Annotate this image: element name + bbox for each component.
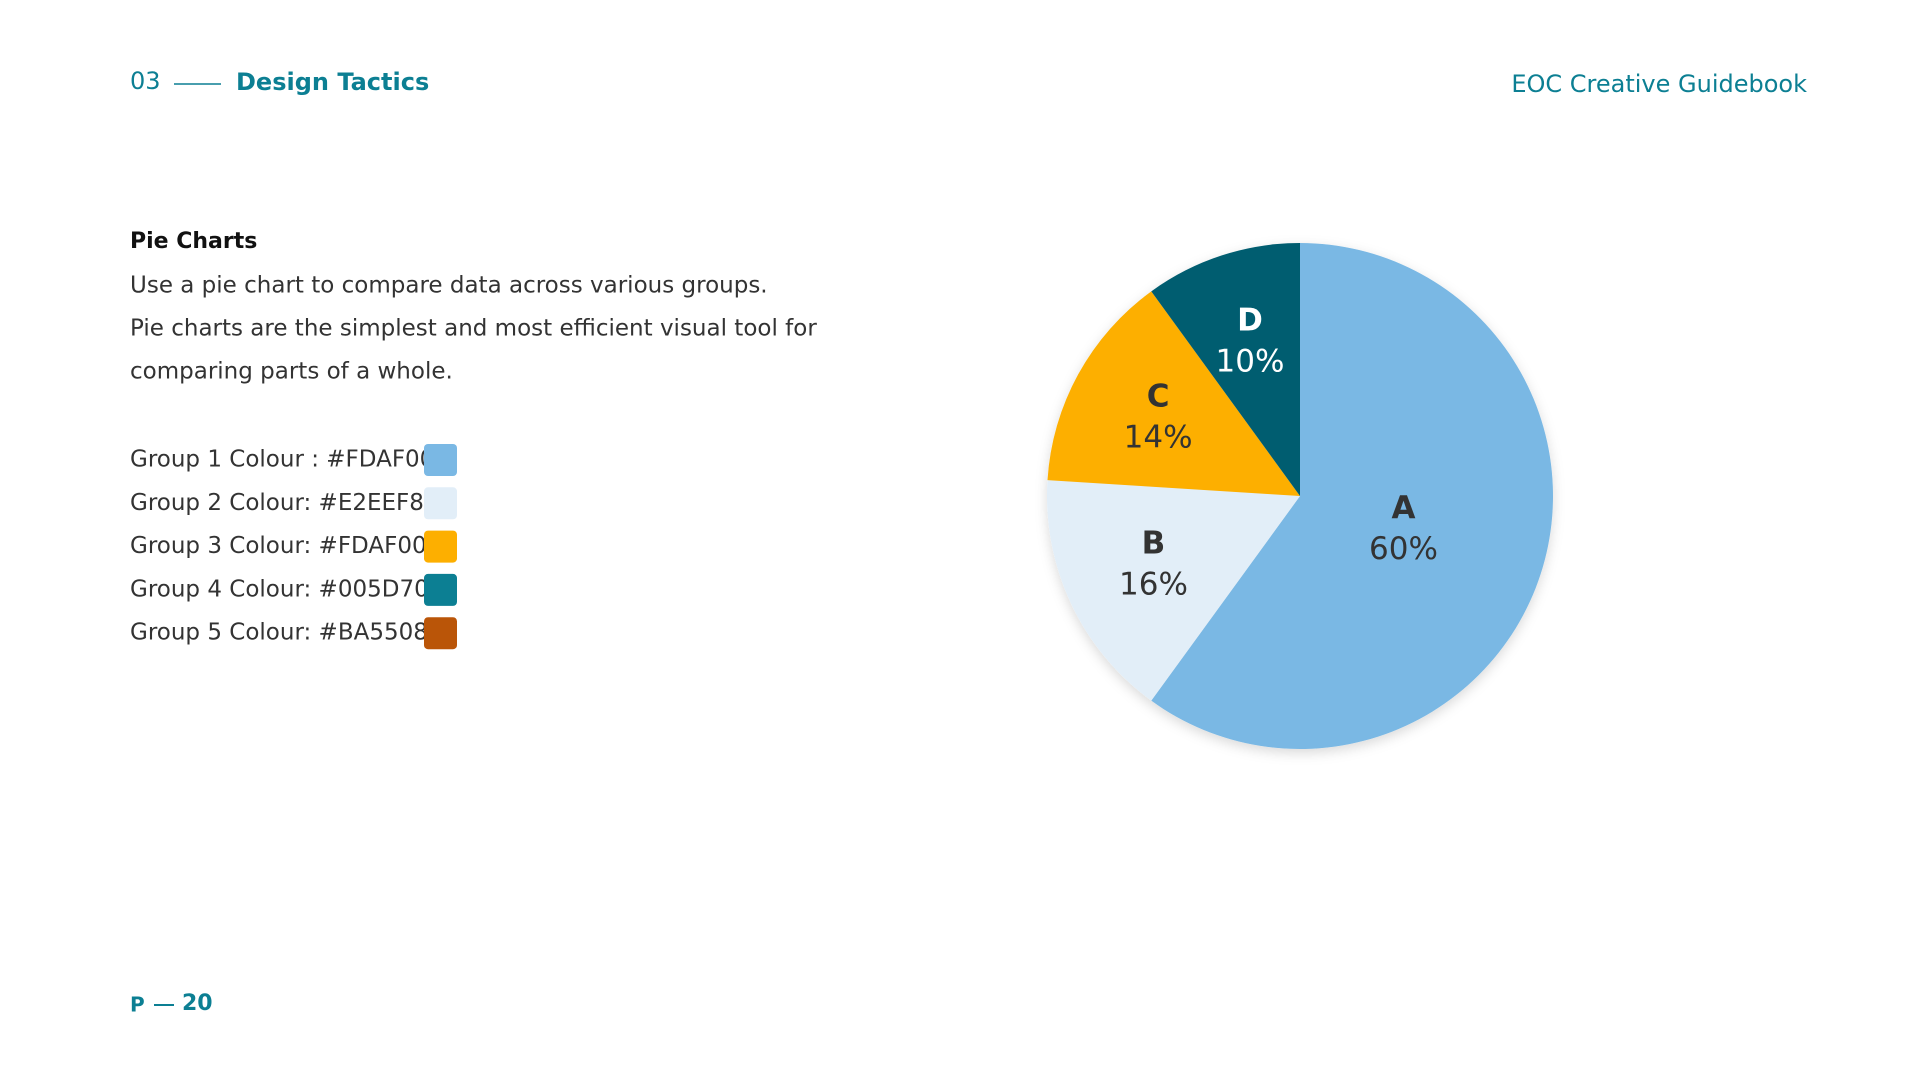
swatch: [424, 573, 457, 606]
slice-category: D: [1237, 303, 1263, 339]
paragraph-line: Pie charts are the simplest and most eff…: [130, 316, 817, 342]
section-title: Design Tactics: [236, 68, 429, 96]
pie-labels: A 60% B 16% C 14% D 10%: [1119, 303, 1438, 603]
swatch: [424, 487, 457, 520]
slice-value: 10%: [1216, 344, 1285, 380]
swatch: [424, 617, 457, 650]
swatch-label: Group 4 Colour: #005D70: [130, 576, 429, 602]
swatch: [424, 530, 457, 563]
slice-value: 16%: [1119, 566, 1188, 602]
paragraph-line: Use a pie chart to compare data across v…: [130, 273, 768, 299]
swatch: [424, 444, 457, 476]
pie-slice: [1151, 243, 1300, 496]
slice-category: C: [1147, 378, 1170, 414]
swatch-label: Group 1 Colour : #FDAF00: [130, 447, 434, 473]
heading: Pie Charts: [130, 229, 257, 254]
swatch-label: Group 5 Colour: #BA5508: [130, 620, 428, 646]
pie-slice: [1047, 480, 1300, 701]
swatch-list: Group 1 Colour : #FDAF00 Group 2 Colour: …: [130, 444, 457, 650]
pie-slice: [1151, 243, 1553, 749]
swatch-label: Group 3 Colour: #FDAF00: [130, 533, 427, 559]
slice-value: 14%: [1124, 419, 1193, 455]
pie-chart: [1047, 243, 1553, 749]
pie-slice: [1047, 291, 1300, 496]
paragraph: Use a pie chart to compare data across v…: [130, 273, 817, 385]
swatch-label: Group 2 Colour: #E2EEF8: [130, 490, 424, 516]
slice-category: B: [1142, 525, 1166, 561]
section-number: 03: [130, 67, 161, 95]
slice-category: A: [1391, 490, 1415, 526]
paragraph-line: comparing parts of a whole.: [130, 359, 453, 385]
footer-prefix: P: [130, 993, 145, 1017]
page-number: 20: [182, 991, 213, 1016]
slice-value: 60%: [1369, 531, 1438, 567]
guide-title: EOC Creative Guidebook: [1511, 70, 1807, 98]
